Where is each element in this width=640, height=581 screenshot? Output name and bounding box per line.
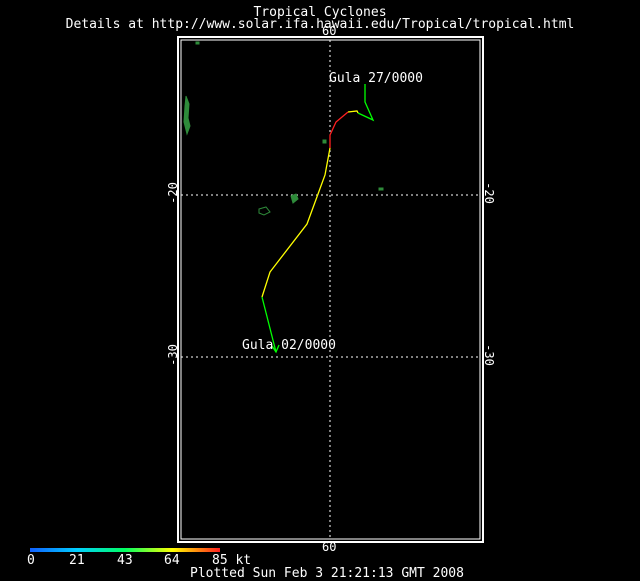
map-frame-outer (177, 36, 484, 543)
lat-tick-right-30: -30 (481, 344, 496, 366)
map-title: Tropical Cyclones (253, 5, 387, 20)
land-islet-central (322, 139, 327, 144)
legend-label-64: 64 (164, 553, 180, 568)
track-segment-4 (261, 147, 331, 298)
track-end-marker (271, 344, 280, 354)
legend-label-43: 43 (117, 553, 133, 568)
land-madagascar (183, 95, 191, 136)
map-subtitle: Details at http://www.solar.ifa.hawaii.e… (65, 17, 575, 32)
track-segment-1 (357, 84, 375, 122)
lon-tick-bottom: 60 (322, 540, 337, 554)
land-rodrigues (378, 187, 384, 191)
track-start-label: Gula 27/0000 (329, 71, 423, 86)
lat-tick-left-30: -30 (165, 344, 180, 366)
track-segment-2 (347, 110, 359, 114)
track-segment-3 (329, 111, 349, 148)
plotted-timestamp: Plotted Sun Feb 3 21:21:13 GMT 2008 (190, 566, 464, 581)
land-masses (183, 41, 384, 216)
map-frame-inner (180, 39, 481, 540)
land-reunion (290, 193, 299, 204)
legend-label-85: 85 kt (212, 553, 252, 568)
lat-tick-left-20: -20 (165, 182, 180, 204)
legend-label-0: 0 (27, 553, 35, 568)
land-mauritius (258, 206, 271, 216)
cyclone-track (261, 84, 375, 354)
track-end-label: Gula 02/0000 (242, 338, 336, 353)
track-segment-5 (261, 296, 277, 353)
intensity-color-ramp (30, 548, 220, 552)
land-islet-north (195, 41, 200, 45)
lon-tick-top: 60 (322, 24, 337, 38)
legend-label-21: 21 (69, 553, 85, 568)
lat-tick-right-20: -20 (481, 182, 496, 204)
